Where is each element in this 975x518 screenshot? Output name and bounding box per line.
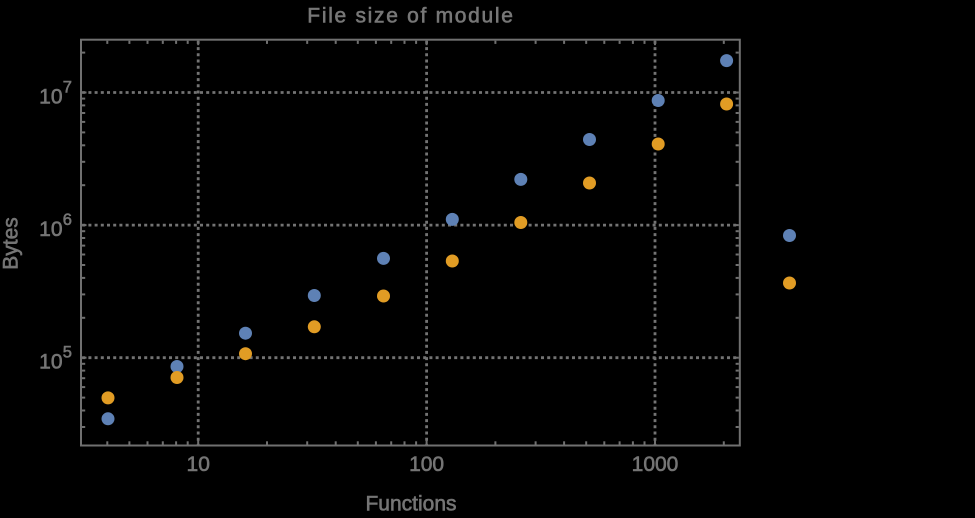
svg-text:10: 10: [39, 351, 62, 374]
svg-text:Bytes: Bytes: [0, 217, 23, 270]
svg-text:10: 10: [39, 218, 62, 241]
svg-text:7: 7: [63, 79, 72, 97]
svg-text:10: 10: [187, 453, 210, 476]
svg-text:Functions: Functions: [365, 493, 456, 514]
svg-text:File size of module: File size of module: [307, 5, 514, 28]
svg-text:5: 5: [63, 344, 72, 362]
svg-text:1000: 1000: [632, 453, 679, 476]
svg-text:6: 6: [63, 211, 72, 229]
svg-text:100: 100: [409, 453, 444, 476]
svg-text:10: 10: [39, 86, 62, 109]
